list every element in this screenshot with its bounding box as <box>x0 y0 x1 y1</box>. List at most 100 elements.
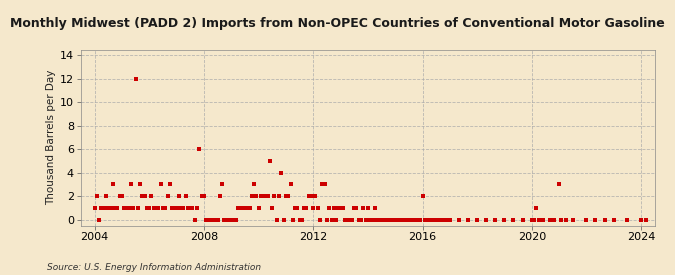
Point <box>392 218 403 222</box>
Point <box>581 218 592 222</box>
Point <box>354 218 364 222</box>
Point <box>144 206 155 210</box>
Point <box>114 194 125 198</box>
Point <box>364 218 375 222</box>
Point <box>124 206 134 210</box>
Point <box>153 206 164 210</box>
Point <box>324 206 335 210</box>
Point <box>529 218 539 222</box>
Point <box>128 206 139 210</box>
Point <box>404 218 414 222</box>
Point <box>344 218 355 222</box>
Point <box>356 218 367 222</box>
Point <box>251 194 262 198</box>
Point <box>255 194 266 198</box>
Point <box>242 206 252 210</box>
Point <box>338 206 348 210</box>
Point <box>246 194 257 198</box>
Point <box>94 218 105 222</box>
Point <box>278 218 289 222</box>
Point <box>162 194 173 198</box>
Point <box>91 194 102 198</box>
Point <box>533 218 544 222</box>
Point <box>258 194 269 198</box>
Point <box>328 206 339 210</box>
Point <box>269 194 280 198</box>
Point <box>294 218 305 222</box>
Point <box>203 218 214 222</box>
Point <box>167 206 178 210</box>
Point <box>99 206 109 210</box>
Point <box>244 206 255 210</box>
Point <box>96 206 107 210</box>
Point <box>215 194 225 198</box>
Point <box>374 218 385 222</box>
Point <box>371 218 382 222</box>
Point <box>531 206 542 210</box>
Point <box>599 218 610 222</box>
Point <box>381 218 392 222</box>
Point <box>358 206 369 210</box>
Point <box>194 147 205 152</box>
Point <box>376 218 387 222</box>
Point <box>210 218 221 222</box>
Point <box>360 218 371 222</box>
Point <box>290 206 300 210</box>
Point <box>178 206 189 210</box>
Point <box>180 194 191 198</box>
Point <box>406 218 416 222</box>
Point <box>317 182 327 187</box>
Point <box>157 206 168 210</box>
Point <box>176 206 187 210</box>
Point <box>367 218 378 222</box>
Point <box>545 218 556 222</box>
Point <box>442 218 453 222</box>
Point <box>117 194 128 198</box>
Point <box>271 218 282 222</box>
Text: Source: U.S. Energy Information Administration: Source: U.S. Energy Information Administ… <box>47 263 261 272</box>
Point <box>185 206 196 210</box>
Point <box>590 218 601 222</box>
Point <box>463 218 474 222</box>
Point <box>319 182 330 187</box>
Point <box>187 206 198 210</box>
Point <box>112 206 123 210</box>
Point <box>378 218 389 222</box>
Point <box>137 194 148 198</box>
Point <box>310 194 321 198</box>
Point <box>389 218 400 222</box>
Point <box>335 206 346 210</box>
Point <box>340 218 350 222</box>
Point <box>435 218 446 222</box>
Point <box>313 206 323 210</box>
Point <box>399 218 410 222</box>
Point <box>110 206 121 210</box>
Point <box>119 206 130 210</box>
Point <box>308 206 319 210</box>
Point <box>281 194 292 198</box>
Point <box>433 218 443 222</box>
Point <box>490 218 501 222</box>
Point <box>198 194 209 198</box>
Point <box>103 206 113 210</box>
Point <box>306 194 317 198</box>
Point <box>508 218 519 222</box>
Point <box>200 218 211 222</box>
Point <box>499 218 510 222</box>
Point <box>183 206 194 210</box>
Point <box>481 218 491 222</box>
Point <box>276 170 287 175</box>
Point <box>538 218 549 222</box>
Point <box>417 194 428 198</box>
Point <box>397 218 408 222</box>
Point <box>253 206 264 210</box>
Point <box>196 194 207 198</box>
Point <box>238 206 248 210</box>
Point <box>556 218 567 222</box>
Point <box>347 218 358 222</box>
Point <box>122 206 132 210</box>
Point <box>160 206 171 210</box>
Point <box>369 206 380 210</box>
Point <box>549 218 560 222</box>
Point <box>518 218 529 222</box>
